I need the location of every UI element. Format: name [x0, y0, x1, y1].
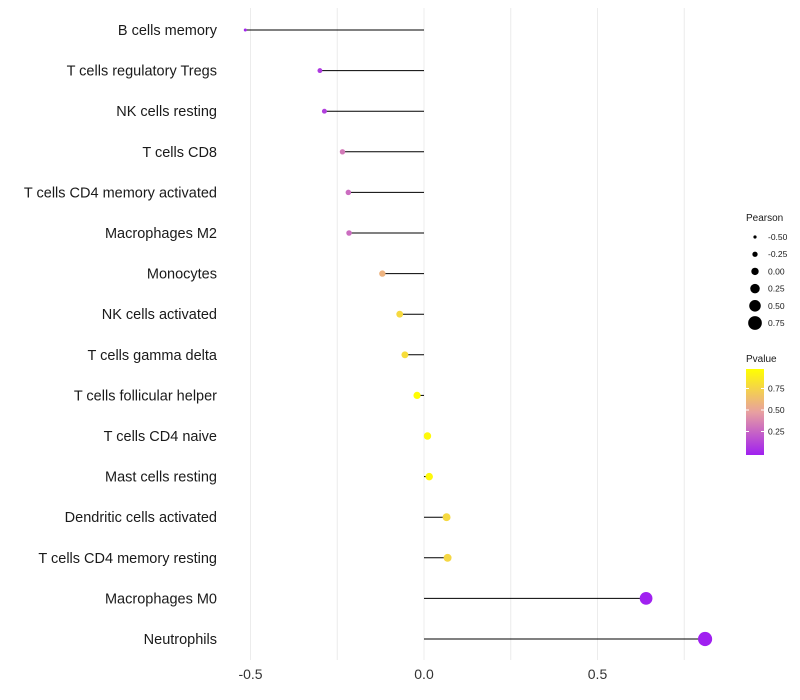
category-label: T cells CD4 memory activated [24, 185, 217, 201]
size-legend-label: 0.50 [768, 301, 785, 311]
lollipop-point [443, 553, 452, 562]
pearson-size-legend: Pearson -0.50 -0.25 0.00 0.25 0.50 0.75 [746, 213, 788, 330]
category-label: Macrophages M2 [105, 226, 217, 242]
lollipop-point [401, 351, 409, 359]
colorbar-label: 0.25 [768, 427, 785, 437]
pvalue-colorbar [746, 369, 764, 455]
size-legend-key [752, 251, 758, 257]
lollipop-point [697, 631, 713, 647]
category-label: T cells follicular helper [74, 388, 217, 404]
size-legend-key [751, 267, 759, 276]
grid-lines [250, 8, 685, 660]
lollipop-point [345, 189, 352, 196]
size-legend-label: -0.50 [768, 232, 788, 242]
lollipop-point [321, 108, 327, 114]
category-label: Neutrophils [144, 632, 217, 648]
category-labels: B cells memory T cells regulatory Tregs NK… [24, 23, 218, 648]
category-label: Mast cells resting [105, 470, 217, 486]
lollipop-point [339, 149, 346, 155]
size-legend-label: 0.25 [768, 284, 785, 294]
size-legend-key [748, 316, 762, 330]
category-label: Dendritic cells activated [65, 510, 217, 526]
lollipop-point [425, 472, 433, 481]
lollipop-point [346, 230, 352, 236]
category-label: T cells CD4 memory resting [38, 551, 217, 567]
category-label: T cells CD8 [142, 145, 217, 161]
colorbar-label: 0.50 [768, 405, 785, 415]
x-tick-label: 0.5 [588, 666, 608, 682]
size-legend-key [749, 300, 761, 312]
category-label: Monocytes [147, 267, 217, 283]
pvalue-color-legend: Pvalue 0.75 0.50 0.25 [746, 354, 785, 455]
pearson-legend-title: Pearson [746, 213, 783, 224]
lollipop-points [243, 28, 713, 647]
size-legend-label: 0.00 [768, 266, 785, 276]
size-legend-key [750, 283, 760, 294]
category-label: NK cells activated [102, 307, 217, 323]
category-label: NK cells resting [116, 104, 217, 120]
x-tick-label: -0.5 [238, 666, 262, 682]
x-axis-tick-labels: -0.5 0.0 0.5 [238, 666, 607, 682]
category-label: B cells memory [118, 23, 218, 39]
category-label: T cells regulatory Tregs [67, 64, 217, 80]
pvalue-legend-title: Pvalue [746, 354, 777, 365]
category-label: T cells gamma delta [88, 348, 218, 364]
lollipop-segments [245, 29, 706, 640]
colorbar-label: 0.75 [768, 384, 785, 394]
category-label: T cells CD4 naive [104, 429, 217, 445]
size-legend-label: 0.75 [768, 318, 785, 328]
lollipop-point [639, 592, 653, 605]
x-tick-label: 0.0 [414, 666, 434, 682]
lollipop-point [413, 391, 421, 399]
lollipop-point [317, 68, 323, 74]
size-legend-key [753, 235, 757, 239]
lollipop-point [243, 28, 247, 32]
lollipop-point [396, 310, 404, 318]
category-label: Macrophages M0 [105, 591, 217, 607]
lollipop-point [379, 270, 386, 277]
lollipop-point [442, 513, 451, 522]
lollipop-point [423, 432, 432, 440]
size-legend-label: -0.25 [768, 249, 788, 259]
